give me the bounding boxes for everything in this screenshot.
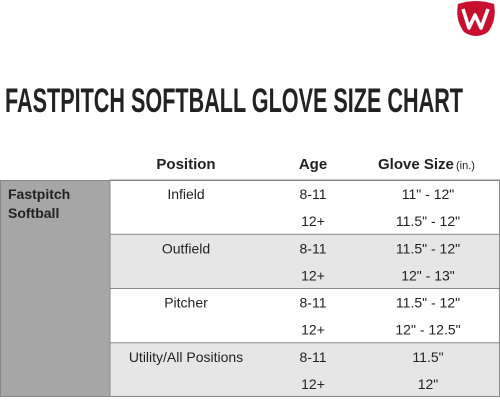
glove-size: 11.5" - 12": [396, 213, 460, 229]
age: 8-11: [300, 240, 327, 256]
group-label: Softball: [8, 205, 59, 221]
age: 12+: [301, 267, 325, 283]
title: FASTPITCH SOFTBALL GLOVE SIZE CHART: [5, 82, 463, 120]
age: 8-11: [300, 349, 327, 365]
glove-size: 11.5": [412, 349, 443, 365]
position: Pitcher: [164, 295, 208, 311]
age: 12+: [301, 213, 325, 229]
glove-size: 12" - 13": [401, 267, 455, 283]
row-bg: [110, 288, 500, 343]
age: 8-11: [300, 186, 327, 202]
position: Utility/All Positions: [129, 349, 243, 365]
group-label: Fastpitch: [8, 186, 70, 202]
age: 12+: [301, 322, 325, 338]
col-head: Age: [299, 156, 327, 173]
row-bg: [110, 342, 500, 397]
group-cell: [0, 180, 110, 397]
position: Outfield: [162, 240, 210, 256]
age: 12+: [301, 376, 325, 392]
glove-size: 11" - 12": [402, 186, 455, 202]
glove-size: 12" - 12.5": [395, 322, 460, 338]
row-bg: [110, 180, 500, 235]
col-head: Position: [156, 156, 215, 173]
glove-size: 11.5" - 12": [396, 240, 460, 256]
logo: [457, 1, 495, 36]
col-unit: (in.): [456, 160, 475, 172]
rows: Infield 8-11 11" - 12" 12+ 11.5" - 12" Outfie…: [109, 179, 500, 397]
glove-size: 11.5" - 12": [396, 295, 460, 311]
age: 8-11: [300, 295, 327, 311]
col-head: Glove Size: [378, 156, 454, 173]
glove-size: 12": [418, 376, 439, 392]
row-bg: [110, 234, 500, 289]
position: Infield: [167, 186, 204, 202]
